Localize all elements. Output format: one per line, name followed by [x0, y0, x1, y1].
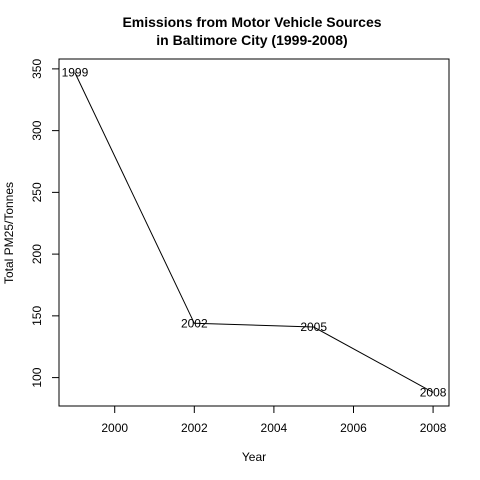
point-label-2008: 2008: [420, 385, 447, 399]
point-label-2005: 2005: [300, 320, 327, 334]
point-label-1999: 1999: [62, 66, 89, 80]
y-axis-label: Total PM25/Tonnes: [2, 182, 16, 284]
x-tick-label: 2006: [340, 421, 367, 435]
y-tick-label: 100: [30, 367, 44, 387]
chart-title-line-2: in Baltimore City (1999-2008): [156, 32, 347, 48]
series-line: [74, 72, 434, 393]
x-axis: 2000 2002 2004 2006 2008: [101, 406, 447, 435]
x-tick-label: 2008: [420, 421, 447, 435]
x-tick-label: 2002: [181, 421, 208, 435]
series-group: 1999 2002 2005 2008: [62, 66, 447, 400]
y-tick-label: 250: [30, 182, 44, 202]
chart-title-line-1: Emissions from Motor Vehicle Sources: [122, 14, 381, 30]
plot-frame: [58, 58, 450, 407]
point-label-2002: 2002: [181, 316, 208, 330]
x-tick-label: 2000: [101, 421, 128, 435]
y-tick-label: 200: [30, 244, 44, 264]
y-axis: 100 150 200 250 300 350: [30, 59, 59, 388]
y-tick-label: 350: [30, 59, 44, 79]
y-tick-label: 150: [30, 306, 44, 326]
x-tick-label: 2004: [261, 421, 288, 435]
y-tick-label: 300: [30, 120, 44, 140]
x-axis-label: Year: [242, 450, 266, 464]
